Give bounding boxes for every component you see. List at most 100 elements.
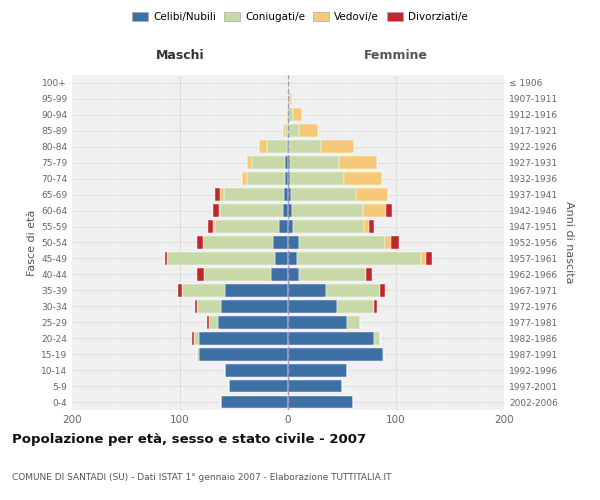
- Bar: [287, 140, 288, 153]
- Bar: [288, 396, 353, 408]
- Bar: [197, 300, 221, 312]
- Bar: [288, 124, 299, 137]
- Bar: [326, 284, 380, 296]
- Bar: [226, 284, 288, 296]
- Y-axis label: Fasce di età: Fasce di età: [27, 210, 37, 276]
- Bar: [220, 188, 224, 201]
- Bar: [229, 380, 288, 392]
- Bar: [386, 204, 392, 217]
- Bar: [421, 252, 426, 265]
- Bar: [280, 220, 288, 233]
- Bar: [385, 236, 391, 249]
- Bar: [380, 284, 385, 296]
- Bar: [194, 332, 199, 344]
- Bar: [288, 300, 337, 312]
- Bar: [288, 188, 291, 201]
- Bar: [347, 316, 361, 328]
- Bar: [192, 332, 194, 344]
- Bar: [215, 220, 280, 233]
- Bar: [215, 188, 220, 201]
- Text: COMUNE DI SANTADI (SU) - Dati ISTAT 1° gennaio 2007 - Elaborazione TUTTITALIA.IT: COMUNE DI SANTADI (SU) - Dati ISTAT 1° g…: [12, 473, 392, 482]
- Bar: [284, 188, 288, 201]
- Bar: [288, 236, 299, 249]
- Bar: [296, 252, 421, 265]
- Bar: [288, 220, 293, 233]
- Bar: [356, 188, 388, 201]
- Bar: [285, 172, 288, 185]
- Bar: [374, 300, 377, 312]
- Bar: [290, 156, 339, 169]
- Bar: [290, 172, 344, 185]
- Bar: [291, 188, 356, 201]
- Bar: [299, 124, 318, 137]
- Bar: [207, 316, 209, 328]
- Bar: [275, 252, 288, 265]
- Bar: [178, 284, 182, 296]
- Bar: [247, 172, 285, 185]
- Bar: [288, 284, 326, 296]
- Bar: [288, 364, 347, 376]
- Bar: [283, 124, 285, 137]
- Bar: [208, 220, 214, 233]
- Bar: [288, 316, 347, 328]
- Bar: [374, 332, 380, 344]
- Bar: [273, 236, 288, 249]
- Bar: [203, 236, 273, 249]
- Bar: [197, 268, 204, 281]
- Bar: [286, 108, 287, 122]
- Bar: [209, 316, 218, 328]
- Bar: [288, 108, 293, 122]
- Bar: [288, 140, 289, 153]
- Bar: [195, 300, 197, 312]
- Bar: [259, 140, 268, 153]
- Bar: [285, 124, 288, 137]
- Bar: [283, 204, 288, 217]
- Bar: [288, 156, 290, 169]
- Bar: [271, 268, 288, 281]
- Legend: Celibi/Nubili, Coniugati/e, Vedovi/e, Divorziati/e: Celibi/Nubili, Coniugati/e, Vedovi/e, Di…: [128, 8, 472, 26]
- Bar: [288, 76, 289, 90]
- Bar: [214, 204, 219, 217]
- Bar: [219, 204, 220, 217]
- Bar: [218, 316, 288, 328]
- Bar: [299, 268, 366, 281]
- Bar: [224, 188, 284, 201]
- Bar: [165, 252, 167, 265]
- Bar: [197, 236, 203, 249]
- Bar: [293, 108, 302, 122]
- Bar: [204, 268, 271, 281]
- Bar: [288, 172, 290, 185]
- Bar: [288, 204, 292, 217]
- Text: Femmine: Femmine: [364, 49, 428, 62]
- Bar: [199, 348, 288, 360]
- Bar: [285, 156, 288, 169]
- Bar: [288, 332, 374, 344]
- Bar: [253, 156, 285, 169]
- Bar: [290, 92, 292, 106]
- Text: Popolazione per età, sesso e stato civile - 2007: Popolazione per età, sesso e stato civil…: [12, 432, 366, 446]
- Bar: [220, 204, 283, 217]
- Bar: [289, 140, 322, 153]
- Bar: [366, 268, 372, 281]
- Bar: [288, 348, 383, 360]
- Bar: [182, 284, 226, 296]
- Bar: [214, 220, 215, 233]
- Bar: [287, 108, 288, 122]
- Bar: [299, 236, 385, 249]
- Bar: [293, 220, 364, 233]
- Bar: [221, 300, 288, 312]
- Bar: [426, 252, 431, 265]
- Bar: [268, 140, 287, 153]
- Bar: [369, 220, 374, 233]
- Bar: [197, 348, 199, 360]
- Bar: [362, 204, 386, 217]
- Bar: [221, 396, 288, 408]
- Text: Maschi: Maschi: [155, 49, 205, 62]
- Bar: [247, 156, 253, 169]
- Bar: [288, 252, 296, 265]
- Bar: [199, 332, 288, 344]
- Bar: [322, 140, 354, 153]
- Y-axis label: Anni di nascita: Anni di nascita: [563, 201, 574, 284]
- Bar: [167, 252, 275, 265]
- Bar: [288, 380, 342, 392]
